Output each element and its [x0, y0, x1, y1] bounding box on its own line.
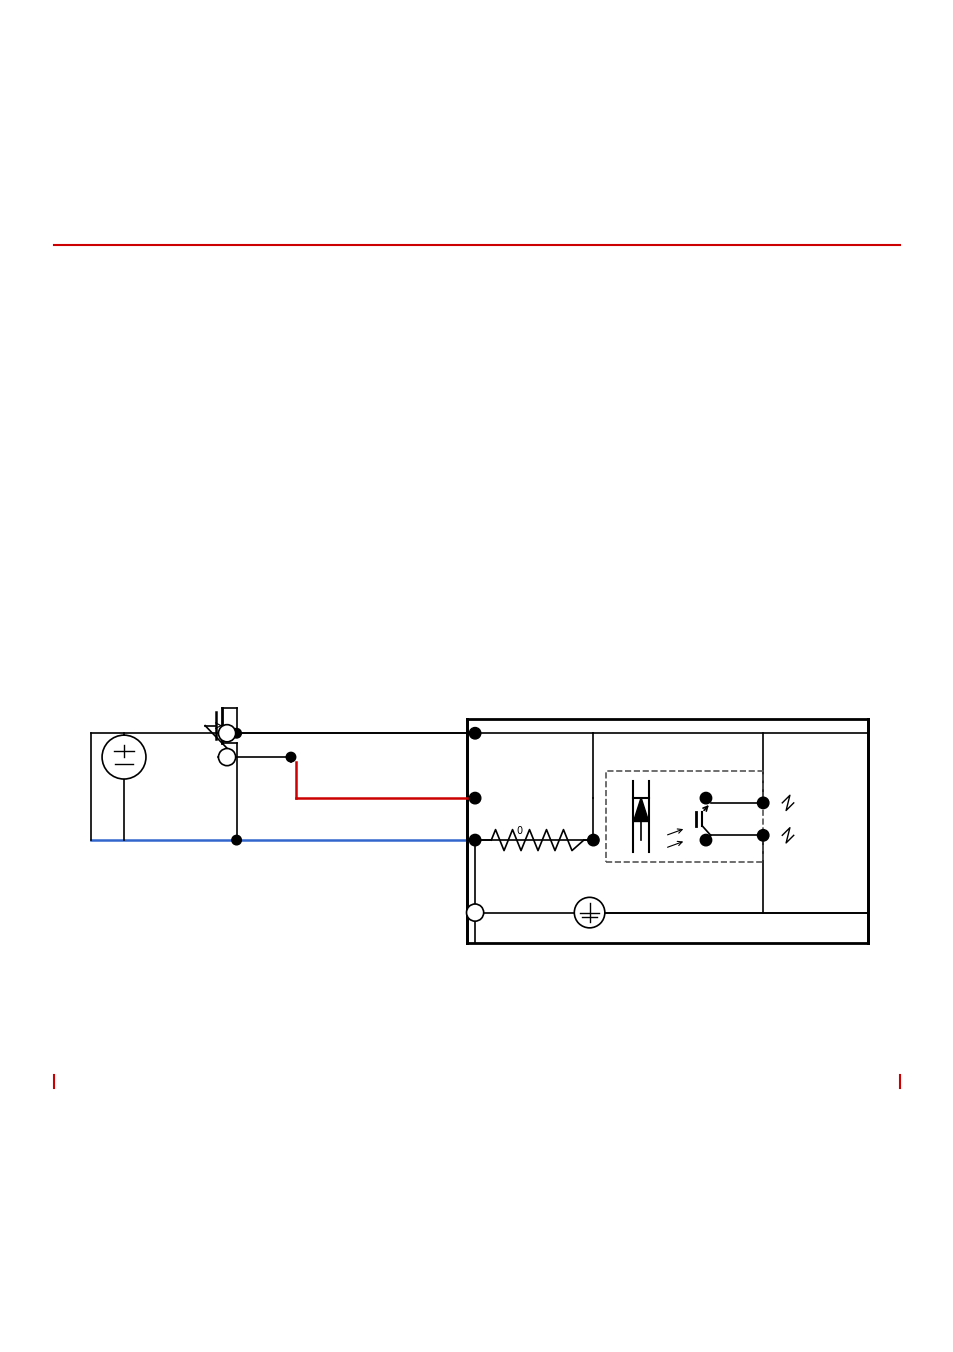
Text: 0: 0: [517, 826, 522, 836]
Circle shape: [286, 752, 295, 763]
Circle shape: [574, 898, 604, 927]
Circle shape: [466, 904, 483, 921]
Circle shape: [757, 798, 768, 808]
Circle shape: [218, 725, 235, 742]
Circle shape: [232, 729, 241, 738]
Circle shape: [469, 834, 480, 846]
Circle shape: [587, 834, 598, 846]
Circle shape: [232, 836, 241, 845]
Circle shape: [102, 735, 146, 779]
Polygon shape: [633, 798, 648, 822]
Circle shape: [469, 727, 480, 740]
Circle shape: [700, 792, 711, 804]
Circle shape: [757, 830, 768, 841]
Bar: [605, 772, 762, 863]
Circle shape: [218, 749, 235, 765]
Circle shape: [469, 792, 480, 804]
Circle shape: [700, 834, 711, 846]
